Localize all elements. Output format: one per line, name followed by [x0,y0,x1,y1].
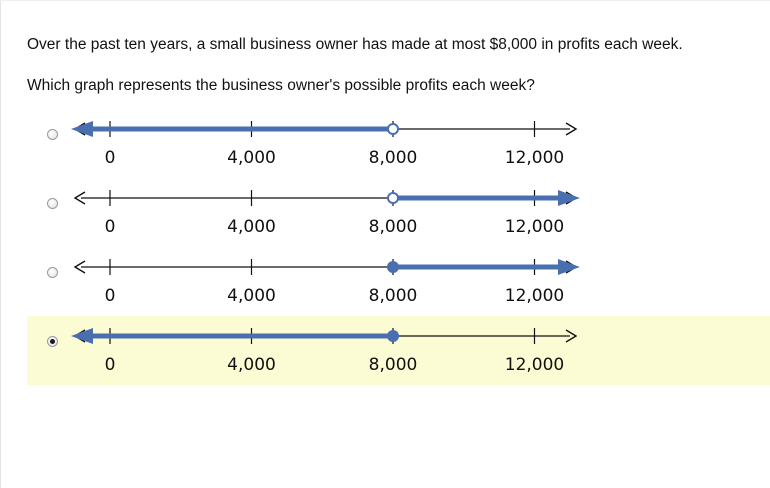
frame-border-top [0,0,770,1]
axis-arrow-left [73,260,86,274]
tick-label: 4,000 [227,355,276,375]
axis-arrow-left [73,191,86,205]
tick-label: 4,000 [227,217,276,237]
shaded-arrowhead [558,259,580,275]
number-line-graph: 0 4,000 8,000 12,000 [71,121,578,168]
tick-label: 12,000 [505,217,564,237]
shaded-arrowhead [71,121,93,137]
tick-label: 0 [105,148,116,168]
tick-label: 8,000 [369,286,418,306]
tick-label: 4,000 [227,286,276,306]
radio-button[interactable] [47,198,58,209]
tick-label: 4,000 [227,148,276,168]
answer-option-4[interactable]: 0 4,000 8,000 12,000 [27,316,770,385]
tick-label: 0 [105,217,116,237]
radio-button[interactable] [47,129,58,140]
tick-label: 12,000 [505,148,564,168]
number-line-graph: 0 4,000 8,000 12,000 [73,190,580,237]
tick-label: 8,000 [369,148,418,168]
radio-button[interactable] [47,267,58,278]
answer-option-1[interactable]: 0 4,000 8,000 12,000 [27,109,770,178]
tick-label: 8,000 [369,217,418,237]
open-endpoint [387,192,399,204]
tick-label: 8,000 [369,355,418,375]
tick-label: 0 [105,286,116,306]
closed-endpoint [387,330,399,342]
shaded-arrowhead [558,190,580,206]
answer-option-3[interactable]: 0 4,000 8,000 12,000 [27,247,770,316]
number-line-graph: 0 4,000 8,000 12,000 [73,259,580,306]
axis-arrow-right [565,329,578,343]
question-prompt: Which graph represents the business owne… [27,77,535,94]
tick-label: 12,000 [505,355,564,375]
open-endpoint [387,123,399,135]
tick-label: 0 [105,355,116,375]
tick-label: 12,000 [505,286,564,306]
frame-border-left [0,0,1,488]
shaded-arrowhead [71,328,93,344]
question-stem: Over the past ten years, a small busines… [27,36,683,53]
answer-option-2[interactable]: 0 4,000 8,000 12,000 [27,178,770,247]
number-line-graph: 0 4,000 8,000 12,000 [71,328,578,375]
axis-arrow-right [565,122,578,136]
closed-endpoint [387,261,399,273]
radio-button[interactable] [47,336,58,347]
